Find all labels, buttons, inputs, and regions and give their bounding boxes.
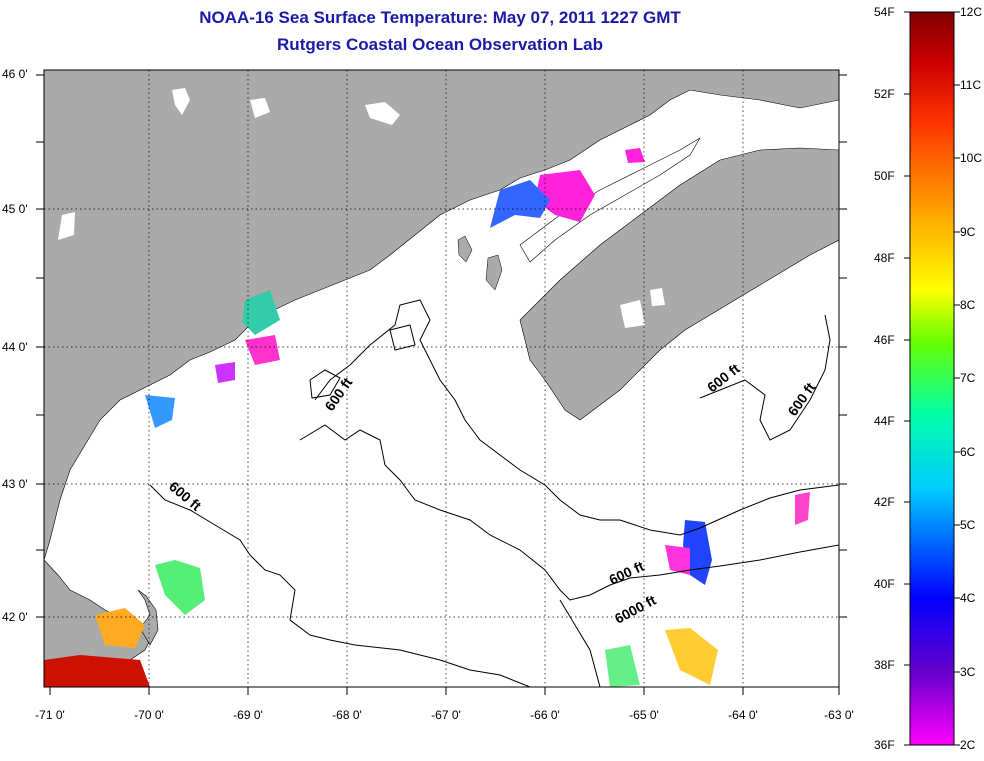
sst-patch-mid — [155, 560, 205, 615]
colorbar-label-c: 2C — [960, 738, 976, 752]
land-mainland — [44, 70, 839, 561]
cloud-patch — [58, 212, 75, 240]
land-island — [457, 235, 473, 263]
colorbar-label-c: 3C — [960, 665, 976, 679]
lon-tick-label: -68 0' — [332, 708, 362, 722]
sst-patch-cold — [145, 395, 175, 428]
sst-patch-cold — [665, 545, 690, 575]
colorbar-label-f: 36F — [874, 738, 895, 752]
lon-tick-label: -71 0' — [35, 708, 65, 722]
colorbar — [909, 11, 955, 746]
lon-tick-label: -66 0' — [530, 708, 560, 722]
sst-patch-hot — [44, 655, 150, 687]
lon-tick-label: -67 0' — [431, 708, 461, 722]
colorbar-label-c: 8C — [960, 298, 976, 312]
colorbar-ticks — [904, 11, 960, 746]
cloud-patch — [620, 300, 645, 328]
sst-patch-warm — [95, 608, 145, 648]
map-subtitle: Rutgers Coastal Ocean Observation Lab — [277, 35, 603, 54]
colorbar-label-f: 46F — [874, 333, 895, 347]
colorbar-label-f: 52F — [874, 87, 895, 101]
lon-tick-label: -65 0' — [629, 708, 659, 722]
colorbar-label-f: 48F — [874, 251, 895, 265]
colorbar-label-c: 9C — [960, 225, 976, 239]
map-frame — [43, 69, 840, 688]
lat-tick-label: 42 0' — [2, 610, 28, 624]
colorbar-label-f: 38F — [874, 658, 895, 672]
cloud-patch — [172, 88, 190, 115]
cloud-patch — [250, 98, 270, 118]
land-island — [485, 254, 503, 291]
land-cape-arm — [137, 589, 159, 646]
colorbar-label-c: 10C — [960, 151, 983, 165]
sst-patch-cold — [215, 362, 235, 383]
sst-patch-mixed — [242, 290, 280, 335]
lon-tick-label: -69 0' — [233, 708, 263, 722]
colorbar-label-c: 7C — [960, 371, 976, 385]
lat-tick-label: 44 0' — [2, 340, 28, 354]
cloud-patch — [650, 288, 665, 306]
sst-patch-cold — [683, 520, 712, 585]
lat-tick-label: 43 0' — [2, 477, 28, 491]
cloud-patch — [365, 102, 400, 125]
land-nova-scotia — [519, 147, 839, 421]
sst-patch-cold — [795, 492, 810, 525]
colorbar-label-c: 4C — [960, 591, 976, 605]
sst-patch-cold — [245, 335, 280, 365]
colorbar-label-c: 6C — [960, 445, 976, 459]
colorbar-label-f: 40F — [874, 577, 895, 591]
sst-patch-cold — [490, 180, 550, 228]
lat-tick-label: 46 0' — [2, 67, 28, 81]
colorbar-label-f: 54F — [874, 5, 895, 19]
graticule — [44, 70, 839, 687]
colorbar-label-f: 42F — [874, 495, 895, 509]
lat-tick-label: 45 0' — [2, 202, 28, 216]
colorbar-label-c: 11C — [960, 78, 982, 92]
sst-patch-cold — [625, 148, 645, 163]
sst-patch-mid — [605, 645, 640, 687]
map-title: NOAA-16 Sea Surface Temperature: May 07,… — [199, 8, 681, 27]
colorbar-label-f: 50F — [874, 169, 895, 183]
lon-tick-label: -64 0' — [728, 708, 758, 722]
colorbar-label-c: 12C — [960, 5, 983, 19]
bathymetry-contours — [149, 299, 839, 687]
colorbar-label-c: 5C — [960, 518, 976, 532]
colorbar-label-f: 44F — [874, 414, 895, 428]
lon-tick-label: -70 0' — [134, 708, 164, 722]
axis-ticks — [36, 74, 847, 695]
sst-patch-warm — [665, 628, 718, 685]
bay-of-fundy — [519, 137, 701, 263]
lon-tick-label: -63 0' — [824, 708, 854, 722]
